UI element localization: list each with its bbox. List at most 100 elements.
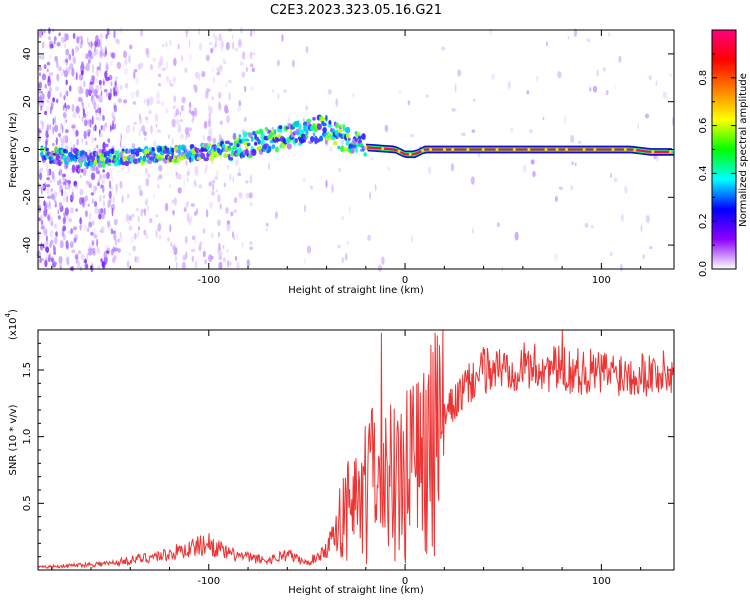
ridge-blob xyxy=(236,143,240,148)
ridge-blob xyxy=(252,130,256,136)
noise-speck xyxy=(131,143,136,150)
noise-speck xyxy=(143,98,147,104)
noise-speck xyxy=(213,176,219,180)
ridge-blob xyxy=(116,156,120,160)
ridge-blob xyxy=(200,152,206,159)
ridge-blob xyxy=(84,151,88,157)
noise-speck xyxy=(216,71,221,76)
noise-speck xyxy=(567,35,570,40)
noise-speck xyxy=(79,223,82,231)
noise-speck xyxy=(246,259,250,267)
noise-speck xyxy=(130,213,135,218)
noise-speck xyxy=(530,159,535,165)
noise-speck xyxy=(62,225,67,232)
noise-speck xyxy=(227,259,230,268)
noise-speck xyxy=(115,80,117,89)
noise-speck xyxy=(99,33,104,40)
noise-speck xyxy=(128,225,133,231)
noise-speck xyxy=(121,195,124,204)
noise-speck xyxy=(43,200,46,207)
noise-speck xyxy=(589,87,592,92)
noise-speck xyxy=(133,121,137,125)
noise-speck xyxy=(98,213,102,220)
noise-speck xyxy=(87,36,89,44)
noise-speck xyxy=(156,100,161,105)
ridge-peak xyxy=(565,148,568,151)
noise-speck xyxy=(45,246,49,252)
noise-speck xyxy=(87,227,89,233)
noise-speck xyxy=(138,128,141,138)
noise-speck xyxy=(46,177,51,181)
noise-speck xyxy=(529,128,533,134)
noise-speck xyxy=(113,29,116,39)
noise-speck xyxy=(99,133,104,138)
noise-speck xyxy=(220,41,224,49)
noise-speck xyxy=(44,181,47,190)
noise-speck xyxy=(165,75,170,83)
ridge-peak xyxy=(651,150,655,154)
noise-speck xyxy=(48,254,51,262)
noise-speck xyxy=(277,59,280,67)
noise-speck xyxy=(73,237,77,243)
noise-speck xyxy=(43,228,48,235)
noise-speck xyxy=(56,41,61,47)
ridge-blob xyxy=(351,147,355,154)
noise-speck xyxy=(38,197,41,205)
noise-speck xyxy=(139,189,144,197)
noise-speck xyxy=(472,228,474,234)
noise-speck xyxy=(107,138,111,144)
noise-speck xyxy=(110,124,112,132)
noise-speck xyxy=(208,181,212,187)
noise-speck xyxy=(116,61,122,70)
noise-speck xyxy=(536,75,539,82)
noise-speck xyxy=(184,235,188,244)
noise-speck xyxy=(59,261,63,270)
noise-speck xyxy=(249,174,253,184)
noise-speck xyxy=(226,165,230,170)
noise-speck xyxy=(74,253,79,260)
noise-speck xyxy=(89,55,93,60)
ridge-blob xyxy=(224,140,230,145)
noise-speck xyxy=(274,211,278,219)
noise-speck xyxy=(99,43,102,52)
ridge-blob xyxy=(356,131,360,136)
noise-speck xyxy=(120,84,123,91)
noise-speck xyxy=(98,79,102,86)
noise-speck xyxy=(219,133,222,137)
bottom-x-axis-label: Height of straight line (km) xyxy=(288,585,424,596)
noise-speck xyxy=(39,102,44,107)
noise-speck xyxy=(106,28,110,36)
ridge-blob xyxy=(327,124,333,128)
noise-speck xyxy=(107,200,111,209)
noise-speck xyxy=(94,124,97,132)
noise-speck xyxy=(104,45,108,52)
noise-speck xyxy=(232,175,235,183)
noise-speck xyxy=(114,239,118,247)
noise-speck xyxy=(46,186,50,195)
noise-speck xyxy=(195,71,200,79)
bottom-y-tick-label: 0.5 xyxy=(22,495,33,511)
ridge-blob xyxy=(305,135,309,139)
noise-speck xyxy=(104,70,108,79)
noise-speck xyxy=(177,123,182,133)
noise-speck xyxy=(94,137,97,141)
noise-speck xyxy=(89,81,94,85)
noise-speck xyxy=(103,207,106,216)
noise-speck xyxy=(398,89,402,94)
noise-speck xyxy=(134,256,137,263)
noise-speck xyxy=(225,42,230,51)
noise-speck xyxy=(570,185,574,191)
noise-speck xyxy=(461,132,466,137)
ridge-blob xyxy=(306,118,312,123)
noise-speck xyxy=(71,124,76,129)
colorbar-tick-label: 0.2 xyxy=(698,213,709,229)
noise-speck xyxy=(147,205,150,212)
noise-speck xyxy=(194,260,198,269)
noise-speck xyxy=(58,201,63,208)
noise-speck xyxy=(209,41,213,46)
noise-speck xyxy=(649,246,653,250)
noise-speck xyxy=(226,248,229,254)
ridge-blob xyxy=(322,127,327,133)
noise-speck xyxy=(72,56,77,64)
noise-speck xyxy=(640,224,643,233)
